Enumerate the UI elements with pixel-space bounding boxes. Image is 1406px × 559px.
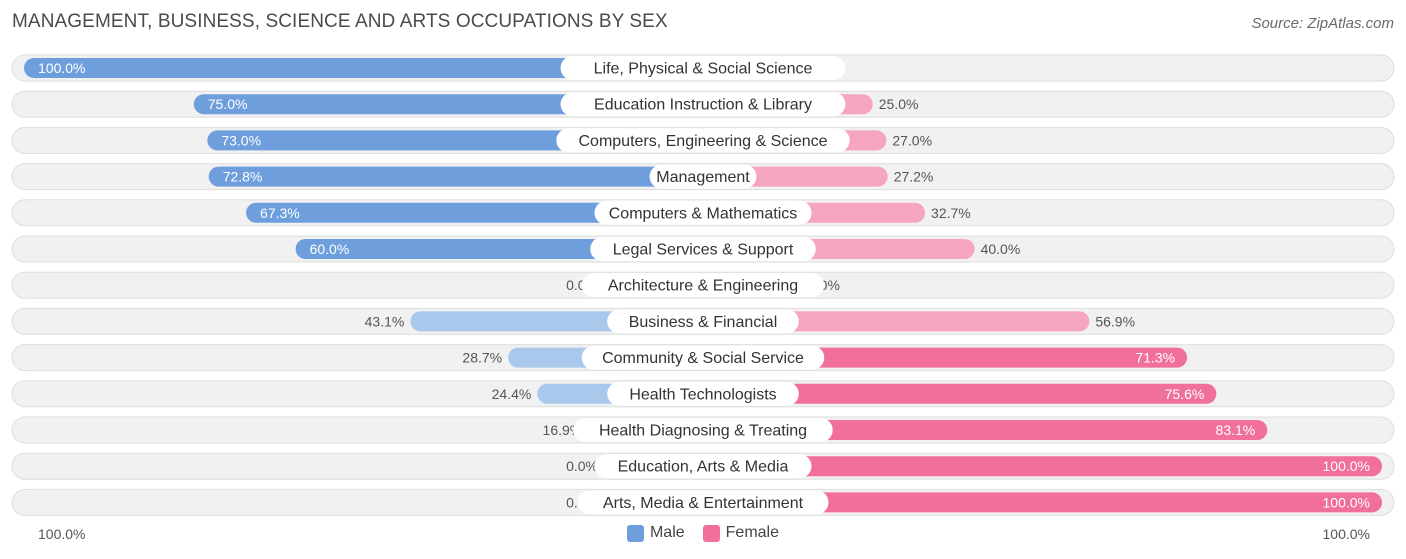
category-label: Education Instruction & Library [594, 97, 812, 114]
category-label: Education, Arts & Media [618, 459, 789, 476]
male-value-label: 24.4% [492, 386, 532, 402]
category-pill [573, 418, 833, 442]
female-value-label: 56.9% [1095, 313, 1135, 329]
category-pill [581, 273, 825, 298]
category-label: Legal Services & Support [613, 242, 794, 259]
female-value-label: 71.3% [1135, 350, 1175, 366]
female-value-label: 27.0% [892, 132, 932, 148]
male-bar [246, 202, 703, 223]
category-pill [556, 128, 850, 153]
axis-right-label: 100.0% [1322, 526, 1370, 542]
category-pill [594, 454, 812, 479]
category-pill [607, 309, 799, 334]
legend: Male Female [0, 524, 1406, 542]
female-bar [703, 347, 1188, 368]
chart-title: MANAGEMENT, BUSINESS, SCIENCE AND ARTS O… [12, 11, 668, 32]
female-bar [703, 492, 1382, 513]
category-pill [590, 237, 816, 261]
category-pill [581, 345, 825, 370]
female-value-label: 83.1% [1216, 422, 1256, 438]
male-bar [208, 166, 704, 187]
female-value-label: 100.0% [1323, 494, 1370, 510]
source-credit: Source: ZipAtlas.com [1251, 15, 1394, 32]
male-value-label: 67.3% [260, 205, 300, 221]
category-pill [577, 490, 829, 515]
category-label: Health Technologists [629, 386, 776, 403]
category-label: Arts, Media & Entertainment [603, 495, 804, 512]
legend-item-male: Male [626, 524, 685, 542]
male-value-label: 16.9% [543, 422, 583, 438]
female-value-label: 32.7% [931, 205, 971, 221]
legend-female-label: Female [725, 524, 780, 541]
male-value-label: 72.8% [223, 169, 263, 185]
male-value-label: 75.0% [208, 96, 248, 112]
female-value-label: 27.2% [894, 169, 934, 185]
category-label: Management [656, 169, 750, 186]
category-pill [560, 56, 846, 80]
female-swatch [702, 524, 720, 542]
female-value-label: 100.0% [1323, 458, 1370, 474]
axis-left-label: 100.0% [38, 526, 86, 542]
male-value-label: 100.0% [38, 60, 85, 76]
category-label: Computers, Engineering & Science [578, 133, 827, 150]
legend-item-female: Female [702, 524, 780, 542]
category-label: Architecture & Engineering [608, 278, 798, 295]
male-bar [24, 58, 703, 78]
male-value-label: 73.0% [221, 132, 261, 148]
male-value-label: 0.0% [566, 458, 598, 474]
male-value-label: 28.7% [462, 350, 502, 366]
category-pill [594, 200, 812, 225]
category-label: Health Diagnosing & Treating [599, 423, 807, 440]
female-value-label: 40.0% [981, 241, 1021, 257]
female-value-label: 25.0% [879, 96, 919, 112]
category-label: Computers & Mathematics [609, 205, 798, 222]
category-pill [607, 381, 799, 406]
bar-chart: 100.0% 0.0% Life, Physical & Social Scienc… [11, 54, 1395, 516]
legend-male-label: Male [649, 524, 685, 541]
category-label: Life, Physical & Social Science [594, 61, 813, 78]
female-value-label: 75.6% [1165, 386, 1205, 402]
male-value-label: 60.0% [310, 241, 350, 257]
male-value-label: 43.1% [365, 313, 405, 329]
category-pill [560, 92, 846, 117]
male-swatch [626, 524, 644, 542]
female-bar [703, 456, 1382, 477]
female-bar [703, 383, 1217, 404]
category-label: Community & Social Service [602, 350, 804, 367]
female-bar [703, 420, 1268, 440]
female-bar [703, 311, 1090, 332]
category-pill [649, 164, 757, 189]
category-label: Business & Financial [629, 314, 778, 331]
